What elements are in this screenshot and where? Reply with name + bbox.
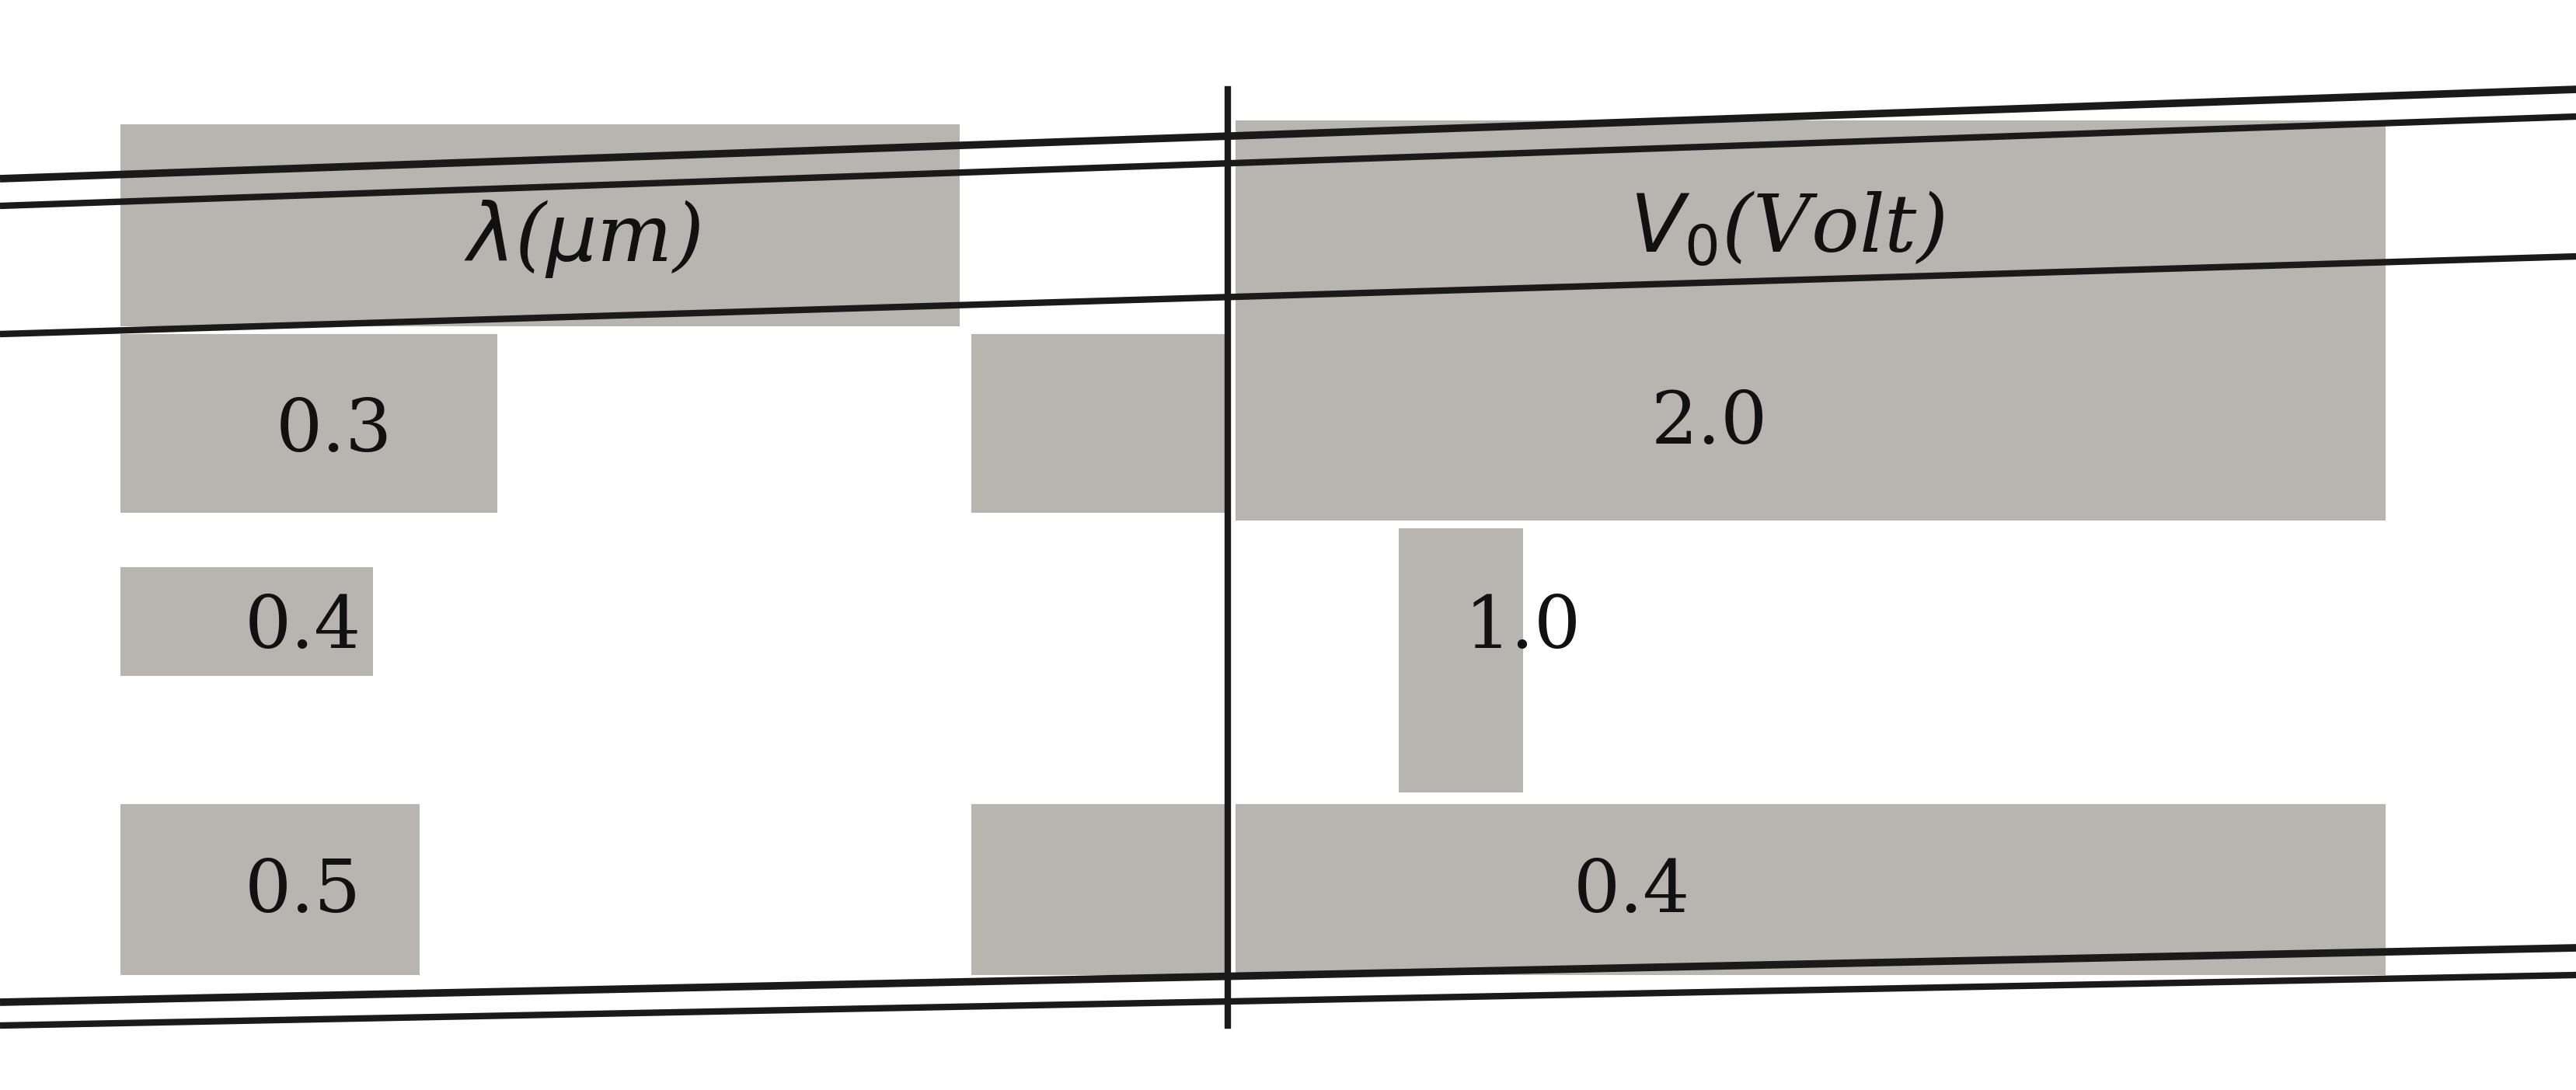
Bar	[971, 804, 1226, 976]
Bar	[1234, 804, 2385, 976]
Bar	[971, 334, 1226, 512]
Text: 0.5: 0.5	[245, 857, 361, 926]
Bar	[121, 334, 497, 512]
Text: $\lambda$($\mu$m): $\lambda$($\mu$m)	[464, 198, 701, 280]
Text: $V_0$(Volt): $V_0$(Volt)	[1628, 190, 1945, 268]
Text: 1.0: 1.0	[1463, 593, 1582, 663]
Bar	[121, 567, 374, 676]
Bar	[121, 124, 958, 326]
Text: 0.4: 0.4	[245, 593, 361, 663]
Bar	[1234, 256, 2385, 521]
Bar	[1399, 529, 1522, 792]
Bar	[1234, 120, 2385, 318]
Text: 0.4: 0.4	[1574, 857, 1690, 926]
Text: 2.0: 2.0	[1651, 388, 1767, 459]
Bar	[121, 804, 420, 976]
Text: 0.3: 0.3	[276, 397, 392, 467]
